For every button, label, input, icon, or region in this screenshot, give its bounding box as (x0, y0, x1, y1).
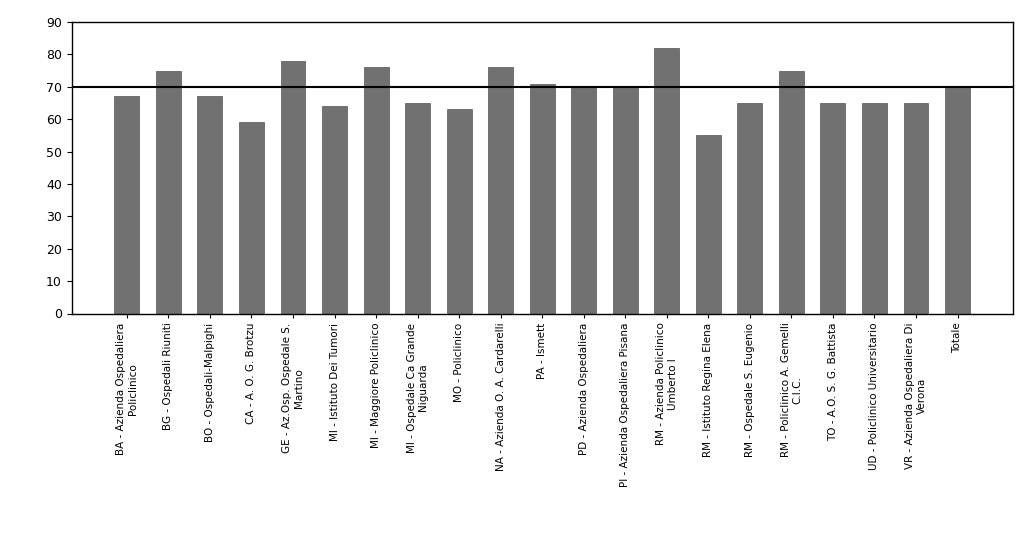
Bar (322, 106, 347, 314)
Bar (363, 67, 389, 314)
Bar (903, 103, 929, 314)
Bar (530, 84, 554, 313)
Bar (280, 61, 306, 314)
Bar (820, 103, 845, 314)
Bar (862, 103, 887, 314)
Bar (115, 96, 139, 314)
Bar (197, 96, 222, 314)
Bar (239, 123, 264, 314)
Bar (155, 70, 181, 314)
Bar (738, 103, 762, 314)
Bar (447, 109, 472, 313)
Bar (945, 87, 970, 314)
Bar (613, 87, 637, 314)
Bar (405, 103, 430, 314)
Bar (655, 48, 679, 314)
Bar (696, 135, 721, 314)
Bar (488, 67, 514, 314)
Bar (779, 70, 804, 314)
Bar (571, 87, 596, 314)
